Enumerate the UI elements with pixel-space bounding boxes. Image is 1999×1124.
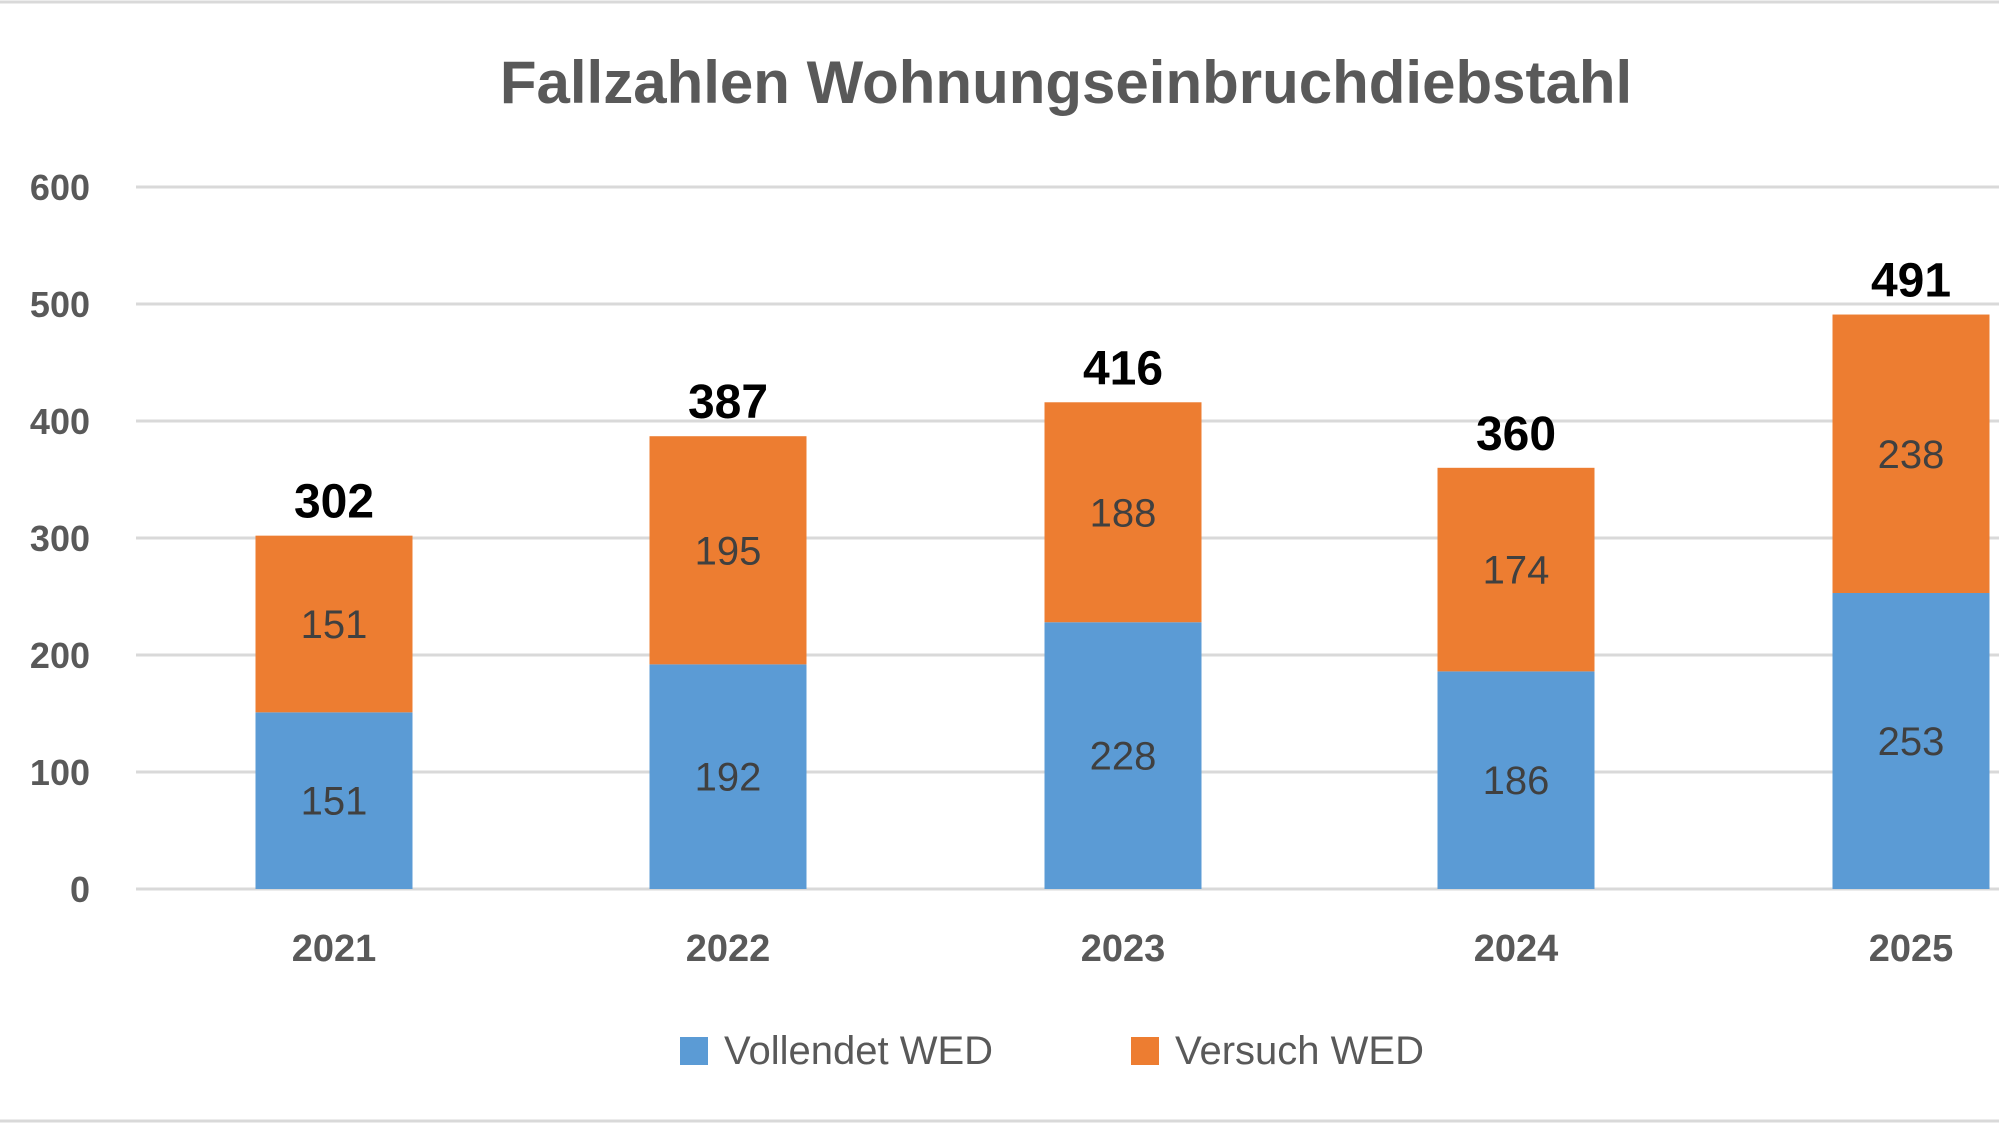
bar-data-label: 238	[1878, 433, 1945, 477]
bar-data-label: 228	[1090, 735, 1157, 779]
bar-total-label: 360	[1476, 408, 1556, 461]
y-tick-label: 600	[30, 167, 90, 208]
legend-swatch	[680, 1037, 708, 1065]
bar-segment	[649, 436, 807, 665]
y-tick-label: 300	[30, 518, 90, 559]
bar-data-label: 151	[301, 780, 368, 824]
bar-total-label: 416	[1083, 342, 1163, 395]
bar-segment	[1437, 671, 1595, 889]
bar-data-label: 253	[1878, 720, 1945, 764]
bar-data-label: 151	[301, 603, 368, 647]
legend-swatch	[1131, 1037, 1159, 1065]
x-tick-label: 2025	[1869, 928, 1954, 970]
legend-label: Vollendet WED	[724, 1029, 993, 1073]
x-tick-label: 2023	[1081, 928, 1166, 970]
y-tick-label: 400	[30, 401, 90, 442]
bar-data-label: 174	[1483, 549, 1550, 593]
bar-data-label: 186	[1483, 759, 1550, 803]
y-tick-label: 100	[30, 752, 90, 793]
bar-data-label: 195	[695, 529, 762, 573]
bar-segment	[1044, 402, 1202, 623]
bar-segment	[1832, 592, 1990, 889]
bar-data-label: 188	[1090, 491, 1157, 535]
bar-segment	[1832, 314, 1990, 593]
chart-title: Fallzahlen Wohnungseinbruchdiebstahl	[500, 49, 1632, 116]
bar-total-label: 387	[688, 376, 768, 429]
y-tick-label: 500	[30, 284, 90, 325]
bar-total-label: 302	[294, 476, 374, 529]
bar-data-label: 192	[695, 756, 762, 800]
bar-segment	[255, 712, 413, 889]
bar-total-label: 491	[1871, 255, 1951, 308]
y-tick-label: 0	[70, 869, 90, 910]
y-tick-label: 200	[30, 635, 90, 676]
legend-label: Versuch WED	[1175, 1029, 1424, 1073]
bar-segment	[255, 535, 413, 713]
x-tick-label: 2022	[686, 928, 771, 970]
x-tick-label: 2021	[292, 928, 377, 970]
bar-segment	[1044, 622, 1202, 889]
bar-segment	[649, 664, 807, 889]
x-tick-label: 2024	[1474, 928, 1559, 970]
bar-segment	[1437, 467, 1595, 672]
